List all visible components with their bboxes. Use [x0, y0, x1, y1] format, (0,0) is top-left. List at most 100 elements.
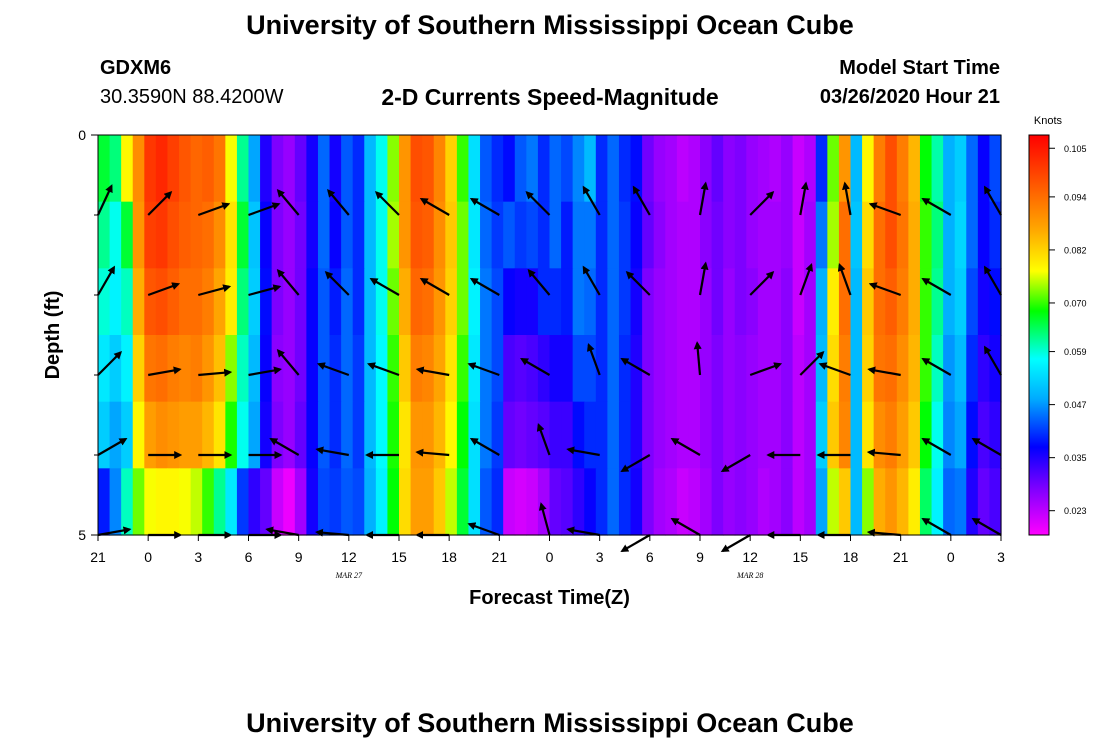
heatmap-cell [966, 135, 979, 203]
current-vector-arrow [415, 448, 450, 457]
heatmap-cell [792, 335, 805, 403]
x-tick-label: 0 [546, 549, 554, 565]
x-tick-label: 21 [492, 549, 508, 565]
heatmap-cell [642, 268, 655, 336]
current-vector-arrow [276, 348, 300, 376]
heatmap-cell [595, 401, 608, 469]
heatmap-cell [584, 468, 597, 536]
heatmap-cell [676, 201, 690, 269]
heatmap-cell [225, 401, 238, 469]
heatmap-cell [98, 201, 111, 269]
heatmap-cell [804, 135, 817, 203]
heatmap-cell [167, 135, 180, 203]
heatmap-cell [572, 468, 585, 536]
heatmap-cell [202, 201, 215, 269]
heatmap-cell [873, 135, 886, 203]
heatmap-cell [317, 401, 331, 469]
heatmap-cell [179, 201, 192, 269]
heatmap-cell [572, 335, 585, 403]
heatmap-cell [804, 335, 817, 403]
heatmap-cell [433, 201, 446, 269]
heatmap-cell [873, 268, 886, 336]
heatmap-cell [537, 135, 551, 203]
heatmap-cell [850, 401, 863, 469]
heatmap-cell [98, 468, 111, 536]
current-vector-arrow [374, 190, 400, 216]
current-vector-arrow [148, 366, 182, 377]
heatmap-cell [364, 201, 377, 269]
heatmap-cell [561, 135, 574, 203]
colorbar-tick-label: 0.047 [1064, 400, 1087, 410]
current-vector-arrow [867, 366, 901, 377]
heatmap-cell [607, 268, 620, 336]
heatmap-cell [317, 201, 331, 269]
heatmap-cell [202, 335, 215, 403]
date-label: MAR 27 [335, 571, 363, 580]
y-tick-label: 5 [78, 527, 86, 543]
x-tick-label: 9 [295, 549, 303, 565]
heatmap-cell [561, 268, 574, 336]
heatmap-cell [514, 335, 527, 403]
heatmap-cell [584, 335, 597, 403]
heatmap-cell [700, 468, 713, 536]
heatmap-cell [480, 468, 493, 536]
heatmap-cell [248, 468, 261, 536]
heatmap-cell [885, 268, 898, 336]
heatmap-cell [549, 335, 562, 403]
colorbar-tick-label: 0.105 [1064, 144, 1087, 154]
current-vector-arrow [582, 185, 601, 216]
current-vector-arrow [97, 526, 132, 537]
current-vector-arrow [921, 277, 952, 296]
heatmap-cell [179, 401, 192, 469]
current-vector-arrow [327, 188, 350, 216]
heatmap-cell [352, 135, 365, 203]
heatmap-cell [723, 135, 736, 203]
heatmap-cell [271, 401, 284, 469]
heatmap-cell [584, 201, 597, 269]
heatmap-cell [607, 468, 620, 536]
heatmap-cell [352, 335, 365, 403]
current-vector-arrow [799, 350, 825, 376]
heatmap-cell [919, 201, 933, 269]
heatmap-cell [781, 135, 794, 203]
heatmap-cell [236, 335, 250, 403]
heatmap-cell [375, 135, 389, 203]
heatmap-cell [827, 268, 840, 336]
heatmap-cell [236, 135, 250, 203]
heatmap-cell [977, 268, 991, 336]
heatmap-cell [144, 268, 157, 336]
current-vector-arrow [367, 362, 400, 377]
x-tick-label: 0 [144, 549, 152, 565]
heatmap-cell [144, 468, 157, 536]
heatmap-cell [155, 135, 169, 203]
current-vector-arrow [276, 188, 300, 216]
heatmap-cell [607, 201, 620, 269]
heatmap-cell [341, 135, 354, 203]
heatmap-cell [341, 401, 354, 469]
heatmap-cell [329, 401, 342, 469]
heatmap-cell [688, 401, 701, 469]
heatmap-cell [977, 335, 991, 403]
heatmap-cell [468, 401, 481, 469]
heatmap-cell [433, 468, 446, 536]
heatmap-cell [549, 401, 562, 469]
heatmap-cell [364, 468, 377, 536]
heatmap-cell [456, 335, 470, 403]
heatmap-cell [723, 335, 736, 403]
heatmap-cell [734, 268, 747, 336]
current-vector-arrow [698, 261, 709, 296]
heatmap-cell [352, 468, 365, 536]
heatmap-cell [329, 201, 342, 269]
heatmap-cell [190, 268, 203, 336]
heatmap-cell [399, 401, 412, 469]
heatmap-cell [966, 401, 979, 469]
x-tick-label: 21 [90, 549, 106, 565]
heatmap-cell [931, 201, 944, 269]
heatmap-cell [862, 335, 875, 403]
heatmap-cell [491, 335, 504, 403]
heatmap-cell [387, 335, 400, 403]
heatmap-cell [236, 201, 250, 269]
x-tick-label: 15 [391, 549, 407, 565]
heatmap-cell [618, 201, 632, 269]
heatmap-cell [410, 468, 423, 536]
